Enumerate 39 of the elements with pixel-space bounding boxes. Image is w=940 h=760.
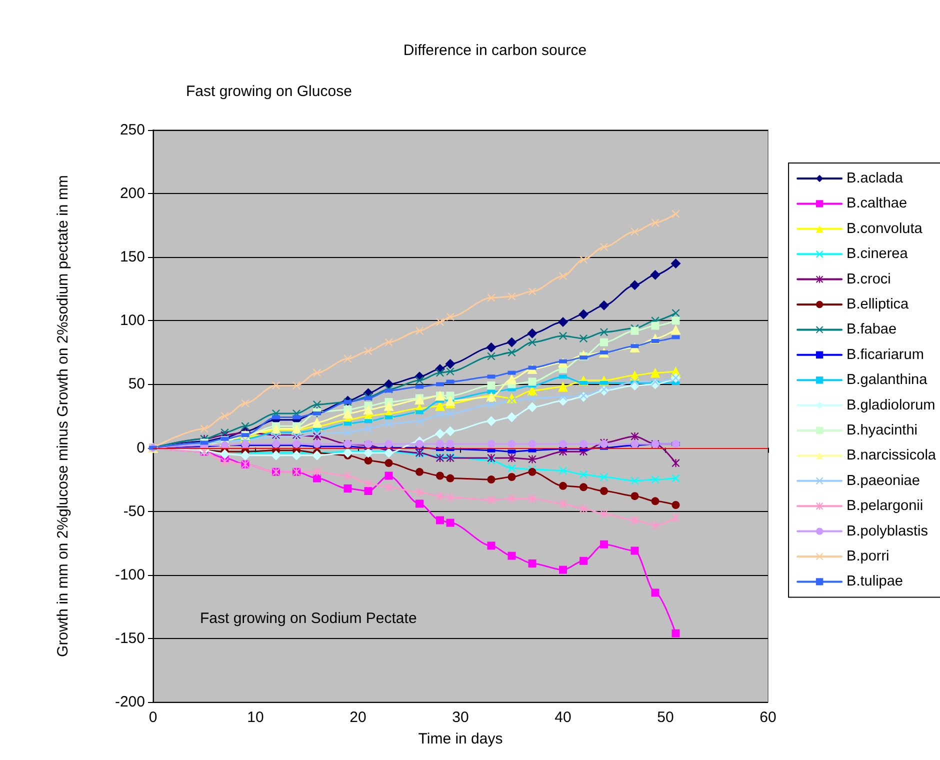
x-tick-label: 10 — [247, 709, 264, 726]
legend-label: B.polyblastis — [846, 523, 928, 540]
legend-label: B.paeoniae — [846, 472, 920, 489]
legend-label: B.convoluta — [846, 220, 924, 237]
legend-label: B.elliptica — [846, 296, 910, 312]
chart-title: Difference in carbon source — [403, 42, 587, 59]
legend-label: B.croci — [846, 271, 891, 288]
annotation: Fast growing on Sodium Pectate — [200, 610, 417, 627]
y-axis-title: Growth in mm on 2%glucose minus Growth on 2%sodium pectate in mm — [54, 175, 72, 657]
x-tick-label: 0 — [148, 709, 158, 726]
x-tick-label: 40 — [554, 709, 572, 726]
legend-label: B.cinerea — [846, 246, 909, 262]
y-tick-label: 200 — [120, 185, 145, 202]
x-tick-label: 20 — [350, 709, 366, 726]
y-tick-label: 150 — [120, 248, 145, 266]
y-tick-label: -200 — [114, 694, 145, 710]
x-tick-label: 60 — [760, 709, 776, 726]
x-tick-label: 50 — [657, 709, 674, 726]
legend-label: B.galanthina — [846, 372, 928, 388]
y-tick-label: 100 — [120, 312, 145, 330]
y-tick-label: 0 — [136, 439, 145, 456]
y-tick-label: -50 — [123, 502, 145, 520]
legend-label: B.aclada — [846, 170, 904, 186]
y-tick-label: 250 — [120, 122, 145, 138]
y-tick-label: 50 — [128, 376, 145, 393]
legend-label: B.porri — [846, 548, 890, 564]
legend-label: B.narcissicola — [846, 448, 937, 464]
legend-label: B.gladiolorum — [846, 397, 936, 414]
y-tick-label: -150 — [114, 630, 145, 647]
legend-label: B.calthae — [846, 196, 908, 212]
legend-label: B.tulipae — [846, 574, 903, 590]
x-tick-label: 30 — [452, 709, 469, 726]
legend-label: B.hyacinthi — [846, 422, 918, 438]
y-tick-label: -100 — [114, 566, 145, 584]
legend-label: B.pelargonii — [846, 498, 924, 514]
legend-label: B.ficariarum — [846, 346, 924, 363]
legend-label: B.fabae — [846, 322, 897, 338]
text: Fast growing on Glucose — [186, 83, 352, 100]
x-axis-title: Time in days — [418, 730, 503, 748]
